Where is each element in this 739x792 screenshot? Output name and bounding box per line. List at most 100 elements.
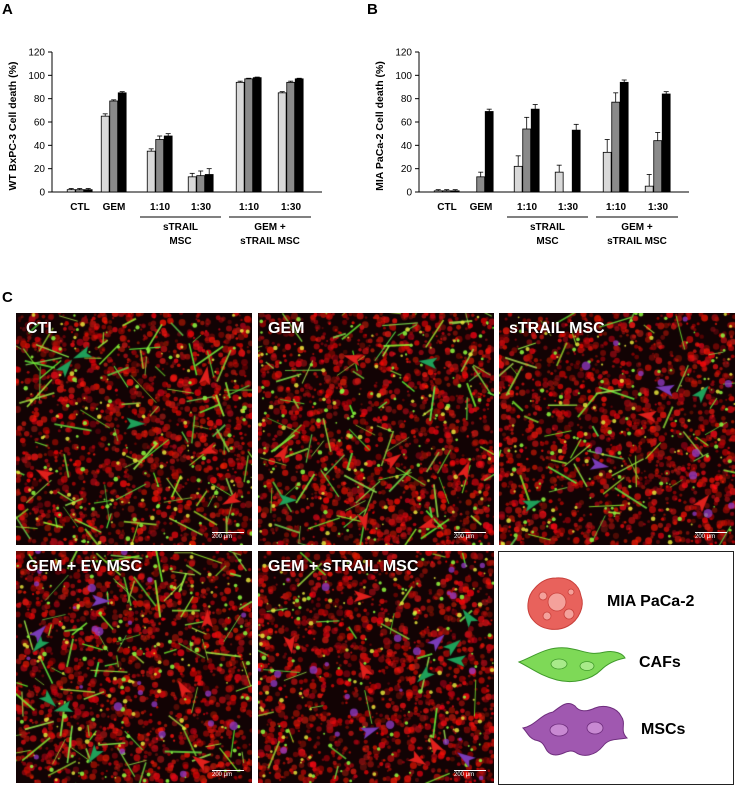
bar [83,189,93,193]
group-label: MSC [536,236,558,247]
bar [196,175,206,193]
bar [602,151,612,193]
fluorescence-image [258,313,494,545]
fibroblast-icon [517,647,626,683]
micrograph-gem-ev-msc: GEM + EV MSC 200 μm [16,551,252,783]
bar [644,185,654,193]
x-tick-label: 1:30 [558,202,578,213]
bar [277,92,287,193]
bar [244,78,254,193]
y-axis-label: MIA PaCa-2 Cell death (%) [374,61,386,191]
group-label: sTRAIL [163,222,198,233]
bar [252,77,262,193]
bar [522,128,532,193]
micrograph-ctl: CTL 200 μm [16,313,252,545]
y-tick-label: 100 [395,71,412,82]
y-tick-label: 0 [406,188,412,199]
micrograph-label: CTL [26,320,58,337]
group-label: sTRAIL MSC [607,236,667,247]
bar [433,190,443,193]
bar [66,189,76,193]
x-tick-label: 1:10 [150,202,170,213]
bar [619,81,629,193]
x-tick-label: CTL [70,202,89,213]
bar [294,78,304,193]
bar [235,81,245,193]
group-label: MSC [169,236,191,247]
bar [476,176,486,193]
x-tick-label: 1:10 [517,202,537,213]
x-tick-label: 1:30 [281,202,301,213]
bar [653,140,663,193]
micrograph-gem: GEM 200 μm [258,313,494,545]
scale-bar: 200 μm [695,532,727,540]
y-tick-label: 120 [395,48,412,59]
micrograph-label: sTRAIL MSC [509,320,605,337]
fluorescence-image [499,313,735,545]
bar [530,108,540,193]
y-tick-label: 20 [401,164,413,175]
bar [187,176,197,193]
bar [155,139,165,193]
y-axis-label: WT BxPC-3 Cell death (%) [7,62,19,191]
bar [100,115,110,193]
bar [442,190,452,193]
legend-label-msc: MSCs [641,721,686,738]
bar [117,92,127,193]
panel-letter-b: B [367,1,378,18]
bar [571,129,581,193]
y-tick-label: 80 [401,94,413,105]
x-tick-label: 1:10 [606,202,626,213]
bar [204,174,214,193]
bar [513,165,523,193]
micrograph-label: GEM [268,320,305,337]
bar-chart-bxpc3: 0 20 40 60 80 100 120 WT BxPC-3 Cell death (%) C… [7,48,322,247]
bar [484,111,494,193]
micrograph-gem-strail-msc: GEM + sTRAIL MSC 200 μm [258,551,494,783]
bar [75,189,85,193]
x-tick-label: CTL [437,202,456,213]
x-tick-label: 1:30 [648,202,668,213]
mesenchymal-cell-icon [521,703,629,756]
bar [450,190,460,193]
tumor-cell-icon [527,577,583,630]
bar [109,100,119,193]
y-tick-label: 20 [34,164,46,175]
group-label: GEM + [621,222,653,233]
bar [163,135,173,193]
fluorescence-image [16,313,252,545]
y-tick-label: 0 [39,188,45,199]
y-tick-label: 80 [34,94,46,105]
scale-bar: 200 μm [212,770,244,778]
bar [554,171,564,193]
x-tick-label: 1:10 [239,202,259,213]
bar [146,150,156,193]
legend-label-fibroblast: CAFs [639,654,681,671]
y-tick-label: 40 [401,141,413,152]
micrograph-label: GEM + sTRAIL MSC [268,558,419,575]
group-label: GEM + [254,222,286,233]
micrograph-label: GEM + EV MSC [26,558,143,575]
group-label: sTRAIL MSC [240,236,300,247]
panel-letter-c: C [2,289,13,306]
y-tick-label: 60 [34,118,46,129]
legend-label-tumor: MIA PaCa-2 [607,593,695,610]
bar [286,81,296,193]
fluorescence-image [16,551,252,783]
scale-bar: 200 μm [212,532,244,540]
group-label: sTRAIL [530,222,565,233]
scale-bar: 200 μm [454,770,486,778]
y-tick-label: 40 [34,141,46,152]
fluorescence-image [258,551,494,783]
bar-chart-miapaca2: 0 20 40 60 80 100 120 MIA PaCa-2 Cell death (%)… [374,48,689,247]
y-tick-label: 100 [28,71,45,82]
y-tick-label: 60 [401,118,413,129]
x-tick-label: GEM [470,202,493,213]
y-tick-label: 120 [28,48,45,59]
cell-type-legend: MIA PaCa-2 CAFs MSCs [498,551,734,785]
panel-letter-a: A [2,1,13,18]
bar [661,93,671,193]
x-tick-label: 1:30 [191,202,211,213]
micrograph-strail-msc: sTRAIL MSC 200 μm [499,313,735,545]
bar [611,101,621,193]
